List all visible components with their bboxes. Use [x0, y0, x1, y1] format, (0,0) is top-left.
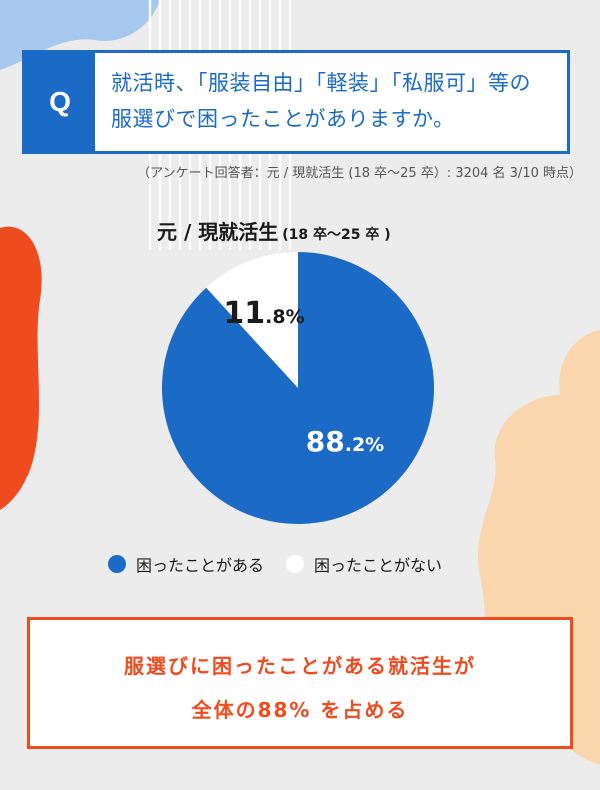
conclusion-box: 服選びに困ったことがある就活生が 全体の88% を占める [27, 617, 573, 749]
conclusion-line-2: 全体の88% を占める [191, 698, 409, 722]
pie-title: 元 / 現就活生 (18 卒～25 卒 ) [157, 216, 391, 245]
legend-item-no: 困ったことがない [286, 552, 442, 576]
question-text: 就活時、「服装自由」「軽装」「私服可」等の 服選びで困ったことがありますか。 [111, 65, 557, 137]
legend-dot-yes [108, 555, 126, 573]
question-box: Q 就活時、「服装自由」「軽装」「私服可」等の 服選びで困ったことがありますか。 [22, 50, 570, 154]
legend-label-no: 困ったことがない [314, 556, 443, 575]
question-mark-badge: Q [25, 53, 95, 151]
slice-label-no: 11.8% [223, 296, 304, 331]
pie-slice-no [206, 252, 298, 388]
light-blue-blob [0, 0, 160, 70]
legend: 困ったことがある 困ったことがない [108, 552, 464, 576]
slice-label-yes: 88.2% [306, 425, 384, 458]
legend-dot-no [286, 555, 305, 573]
survey-note: （アンケート回答者：元 / 現就活生 (18 卒～25 卒）: 3204 名 3… [137, 166, 582, 181]
legend-item-yes: 困ったことがある [108, 552, 264, 576]
question-line-1: 就活時、「服装自由」「軽装」「私服可」等の [111, 71, 531, 95]
pie-title-sub: (18 卒～25 卒 ) [282, 227, 391, 243]
orange-blob [0, 226, 42, 511]
legend-label-yes: 困ったことがある [136, 556, 265, 575]
conclusion-line-1: 服選びに困ったことがある就活生が [124, 654, 476, 678]
pie-slice-yes [162, 252, 434, 524]
pie-title-main: 元 / 現就活生 [157, 220, 279, 244]
question-line-2: 服選びで困ったことがありますか。 [111, 107, 455, 131]
